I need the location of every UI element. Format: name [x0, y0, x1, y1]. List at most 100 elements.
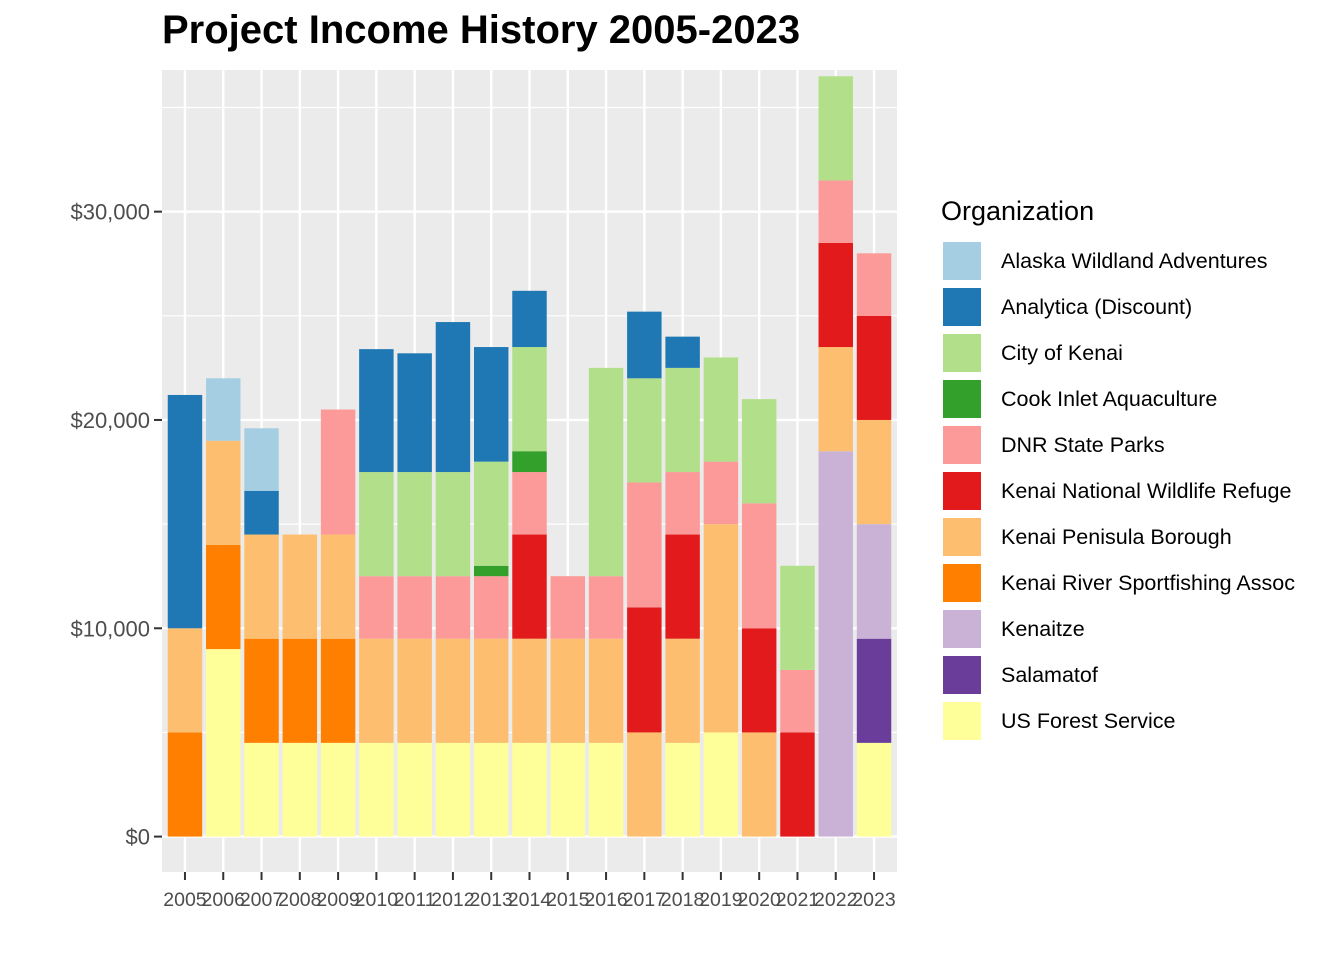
- legend-key: [941, 332, 983, 374]
- bar-segment: [397, 353, 432, 473]
- legend-item: City of Kenai: [941, 330, 1341, 376]
- bar-segment: [512, 534, 547, 639]
- bar-segment: [550, 576, 586, 639]
- bar-segment: [627, 732, 662, 837]
- x-tick-label: 2018: [661, 889, 704, 911]
- bar-segment: [818, 451, 853, 837]
- bar-segment: [856, 315, 892, 420]
- bar-segment: [741, 503, 777, 629]
- x-tick-label: 2014: [508, 889, 552, 911]
- bar-segment: [244, 428, 279, 491]
- bar-segment: [473, 461, 509, 566]
- x-tick-label: 2021: [776, 889, 819, 911]
- legend-item: Kenaitze: [941, 606, 1341, 652]
- y-tick-label: $30,000: [70, 200, 150, 225]
- bar-segment: [435, 742, 471, 837]
- bar-segment: [588, 367, 624, 577]
- x-tick-label: 2011: [394, 889, 436, 911]
- bar-segment: [856, 524, 892, 639]
- bar-segment: [320, 638, 356, 743]
- bar-segment: [473, 638, 509, 743]
- bar-segment: [665, 534, 700, 639]
- bar-segment: [856, 253, 892, 316]
- bar-segment: [627, 482, 662, 608]
- chart-title: Project Income History 2005-2023: [162, 8, 801, 52]
- bar-segment: [512, 290, 547, 348]
- bar-segment: [588, 638, 624, 743]
- bar-segment: [473, 565, 509, 577]
- y-tick-label: $20,000: [70, 408, 150, 433]
- bar-segment: [550, 742, 586, 837]
- x-tick-label: 2022: [814, 889, 857, 911]
- legend-key: [941, 654, 983, 696]
- legend-key: [941, 516, 983, 558]
- legend-label: Alaska Wildland Adventures: [1001, 248, 1268, 273]
- bar-segment: [435, 576, 471, 639]
- bar-segment: [818, 347, 853, 452]
- legend-label: DNR State Parks: [1001, 432, 1165, 457]
- bar-segment: [703, 524, 739, 733]
- legend-item: Kenai River Sportfishing Assoc: [941, 560, 1341, 606]
- x-tick-label: 2009: [316, 889, 359, 911]
- bar-segment: [397, 742, 432, 837]
- legend-item: Analytica (Discount): [941, 284, 1341, 330]
- bar-segment: [320, 742, 356, 837]
- legend-items: Alaska Wildland Adventures Analytica (Dis…: [941, 238, 1341, 744]
- bar-segment: [206, 378, 241, 441]
- bar-segment: [435, 472, 471, 577]
- legend-item: US Forest Service: [941, 698, 1341, 744]
- bar-segment: [320, 534, 356, 639]
- legend-key: [941, 608, 983, 650]
- x-tick-label: 2023: [852, 889, 895, 911]
- bar-segment: [359, 638, 394, 743]
- bar-segment: [473, 742, 509, 837]
- bar-segment: [741, 628, 777, 733]
- legend-item: Kenai National Wildlife Refuge: [941, 468, 1341, 514]
- bar-segment: [665, 742, 700, 837]
- legend-key: [941, 240, 983, 282]
- bar-segment: [550, 638, 586, 743]
- bar-segment: [244, 638, 279, 743]
- bar-segment: [397, 638, 432, 743]
- legend-label: Salamatof: [1001, 662, 1098, 687]
- bar-segment: [703, 357, 739, 462]
- bar-segment: [818, 76, 853, 181]
- bar-segment: [282, 742, 318, 837]
- bar-segment: [359, 576, 394, 639]
- x-tick-label: 2005: [163, 889, 207, 911]
- legend-key: [941, 470, 983, 512]
- legend-item: DNR State Parks: [941, 422, 1341, 468]
- legend-label: Cook Inlet Aquaculture: [1001, 386, 1218, 411]
- bar-segment: [512, 472, 547, 535]
- bar-segment: [856, 638, 892, 743]
- bar-segment: [665, 638, 700, 743]
- y-tick-label: $10,000: [70, 616, 150, 641]
- bar-segment: [206, 649, 241, 837]
- legend-item: Alaska Wildland Adventures: [941, 238, 1341, 284]
- x-tick-label: 2019: [699, 889, 742, 911]
- bar-segment: [780, 732, 815, 837]
- bar-segment: [703, 461, 739, 525]
- legend-item: Kenai Penisula Borough: [941, 514, 1341, 560]
- legend-key: [941, 286, 983, 328]
- bar-segment: [359, 349, 394, 473]
- bar-segment: [167, 628, 203, 733]
- bar-segment: [780, 669, 815, 733]
- bar-segment: [206, 440, 241, 545]
- legend-item: Salamatof: [941, 652, 1341, 698]
- legend-item: Cook Inlet Aquaculture: [941, 376, 1341, 422]
- legend-label: Kenaitze: [1001, 616, 1085, 641]
- bar-segment: [512, 638, 547, 743]
- legend-label: Kenai Penisula Borough: [1001, 524, 1232, 549]
- legend-label: City of Kenai: [1001, 340, 1123, 365]
- legend-label: Analytica (Discount): [1001, 294, 1193, 319]
- bar-segment: [818, 180, 853, 243]
- bar-segment: [473, 576, 509, 639]
- bar-segment: [320, 409, 356, 535]
- bar-segment: [741, 399, 777, 504]
- x-tick-label: 2016: [584, 889, 627, 911]
- bar-segment: [359, 742, 394, 837]
- bar-segment: [512, 347, 547, 452]
- legend-label: Kenai National Wildlife Refuge: [1001, 478, 1292, 503]
